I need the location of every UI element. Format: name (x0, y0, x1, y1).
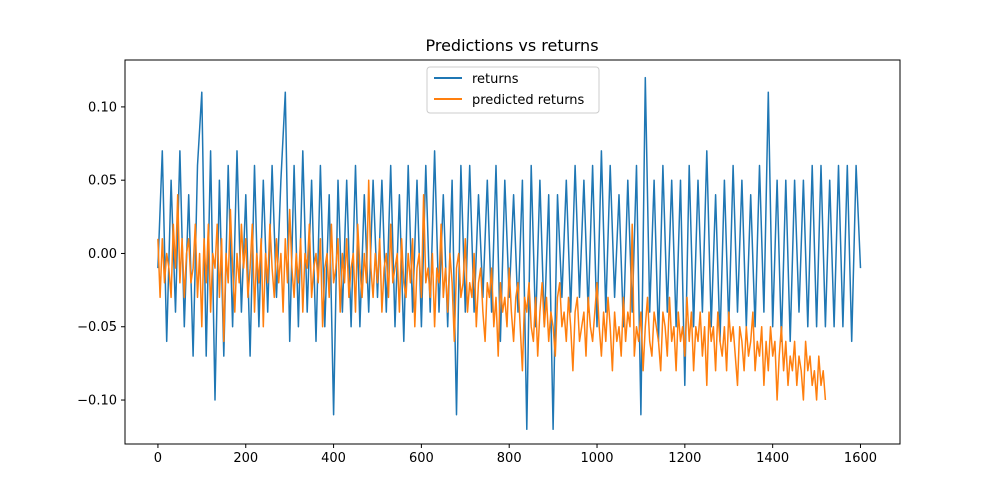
y-axis: −0.10 −0.05 0.00 0.05 0.10 (77, 100, 125, 409)
x-tick-label: 1400 (756, 451, 789, 466)
x-tick-label: 1600 (844, 451, 877, 466)
series-line-returns (157, 76, 862, 431)
x-tick-label: 400 (321, 451, 346, 466)
x-tick-label: 800 (497, 451, 522, 466)
series-line-predicted-returns (157, 179, 827, 401)
y-tick-label: −0.10 (77, 394, 117, 409)
legend: returns predicted returns (426, 66, 600, 114)
chart-title: Predictions vs returns (425, 36, 598, 55)
x-tick-label: 200 (233, 451, 258, 466)
legend-label-predicted-returns: predicted returns (472, 93, 585, 108)
y-tick-label: 0.00 (88, 247, 117, 262)
x-tick-label: 600 (409, 451, 434, 466)
x-tick-label: 1000 (580, 451, 613, 466)
legend-box (426, 66, 600, 114)
legend-label-returns: returns (472, 72, 519, 87)
x-tick-label: 1200 (668, 451, 701, 466)
y-tick-label: −0.05 (77, 320, 117, 335)
axes-frame (124, 59, 901, 445)
plot-area (157, 76, 862, 431)
x-tick-label: 0 (154, 451, 162, 466)
y-tick-label: 0.05 (88, 174, 117, 189)
y-tick-label: 0.10 (88, 100, 117, 115)
x-axis: 0 200 400 600 800 1000 1200 1400 1600 (154, 444, 877, 466)
